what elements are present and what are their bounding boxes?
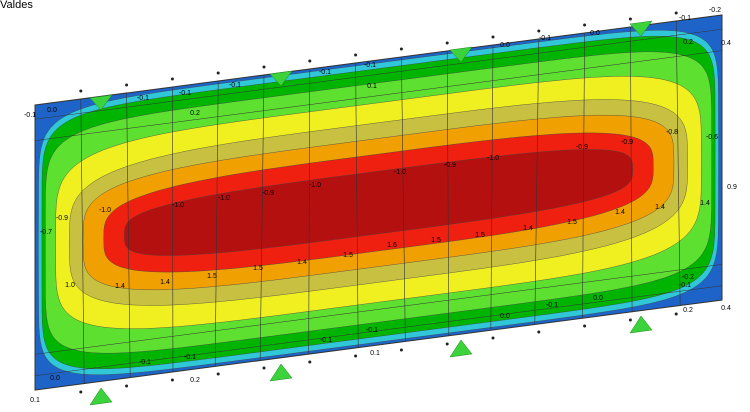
contour-label: -0.9 [262, 190, 274, 197]
contour-label: -1.0 [218, 195, 230, 202]
contour-label: -0.9 [576, 144, 588, 151]
node [263, 66, 266, 69]
node [446, 343, 449, 346]
contour-label: 0.9 [727, 184, 737, 191]
contour-label: -0.7 [40, 229, 52, 236]
contour-label: -0.1 [546, 302, 558, 309]
node [125, 84, 128, 87]
contour-label: 0.0 [500, 313, 510, 320]
node [400, 349, 403, 352]
contour-label: -1.0 [487, 155, 499, 162]
contour-label: -0.1 [139, 359, 151, 366]
contour-label: 1.5 [343, 252, 353, 259]
node [675, 313, 678, 316]
contour-label: -0.1 [366, 327, 378, 334]
node [629, 319, 632, 322]
node [308, 60, 311, 63]
node [583, 325, 586, 328]
contour-label: -0.8 [666, 129, 678, 136]
contour-label: 1.6 [387, 242, 397, 249]
contour-label: -0.1 [539, 35, 551, 42]
support [630, 316, 652, 333]
contour-label: 0.2 [190, 377, 200, 384]
contour-label: -0.1 [364, 62, 376, 69]
contour-label: 1.5 [475, 232, 485, 239]
contour-label: 0.4 [721, 305, 731, 312]
contour-label: -0.1 [679, 282, 691, 289]
contour-label: -0.1 [229, 82, 241, 89]
node [171, 379, 174, 382]
contour-label: 1.4 [700, 200, 710, 207]
contour-label: 1.5 [253, 265, 263, 272]
contour-label: -0.2 [682, 274, 694, 281]
contour-label: -1.0 [172, 202, 184, 209]
contour-label: 1.5 [431, 237, 441, 244]
contour-label: 1.5 [567, 219, 577, 226]
node [354, 355, 357, 358]
contour-label: 0.0 [593, 295, 603, 302]
support [270, 364, 292, 381]
contour-label: 0.2 [683, 307, 693, 314]
contour-label: 1.4 [655, 204, 665, 211]
support [450, 340, 472, 357]
contour-label: 1.4 [115, 283, 125, 290]
node [492, 337, 495, 340]
contour-view: -0.1 0.0 -0.1 -0.1 0.2 -0.1 -0.1 -0.1 0.1 0.0 -0.1… [0, 0, 750, 412]
page: -0.1 0.0 -0.1 -0.1 0.2 -0.1 -0.1 -0.1 0.1 0.0 -0.1… [0, 0, 750, 412]
node [675, 12, 678, 15]
node [537, 30, 540, 33]
node [400, 48, 403, 51]
contour-label: 0.1 [367, 83, 377, 90]
node [125, 385, 128, 388]
contour-label: 0.2 [683, 39, 693, 46]
contour-label: -0.9 [56, 215, 68, 222]
contour-label: -0.9 [621, 139, 633, 146]
contour-label: -0.1 [679, 15, 691, 22]
contour-label: 0.1 [370, 350, 380, 357]
node [446, 42, 449, 45]
contour-label: -0.1 [184, 354, 196, 361]
node [79, 90, 82, 93]
contour-label: 0.1 [30, 397, 40, 404]
node [354, 54, 357, 57]
node [217, 72, 220, 75]
node [308, 361, 311, 364]
contour-label: -0.2 [709, 7, 721, 14]
node [583, 24, 586, 27]
contour-label: -0.1 [24, 112, 36, 119]
contour-label: 1.0 [65, 282, 75, 289]
node [263, 367, 266, 370]
contour-label: 1.4 [615, 209, 625, 216]
contour-label: -0.1 [137, 95, 149, 102]
view-title: Valdes [0, 0, 33, 11]
contour-label: 0.2 [190, 110, 200, 117]
node [629, 18, 632, 21]
contour-label: -1.0 [99, 207, 111, 214]
contour-label: 0.4 [721, 40, 731, 47]
contour-label: -0.1 [320, 337, 332, 344]
contour-bands [35, 15, 722, 390]
node [171, 78, 174, 81]
node [492, 36, 495, 39]
contour-label: 1.5 [207, 273, 217, 280]
contour-label: -0.9 [444, 162, 456, 169]
contour-label: -0.6 [706, 134, 718, 141]
contour-label: 0.0 [47, 107, 57, 114]
contour-label: 0.0 [590, 30, 600, 37]
support [90, 388, 112, 405]
contour-label: -0.1 [319, 69, 331, 76]
contour-label: 1.4 [523, 225, 533, 232]
contour-label: 0.0 [500, 42, 510, 49]
node [217, 373, 220, 376]
contour-label: 1.4 [160, 279, 170, 286]
node [537, 331, 540, 334]
contour-label: 1.4 [297, 259, 307, 266]
contour-label: -1.0 [394, 169, 406, 176]
node [79, 391, 82, 394]
contour-label: -0.1 [179, 90, 191, 97]
contour-label: -1.0 [309, 182, 321, 189]
contour-label: 0.0 [50, 375, 60, 382]
